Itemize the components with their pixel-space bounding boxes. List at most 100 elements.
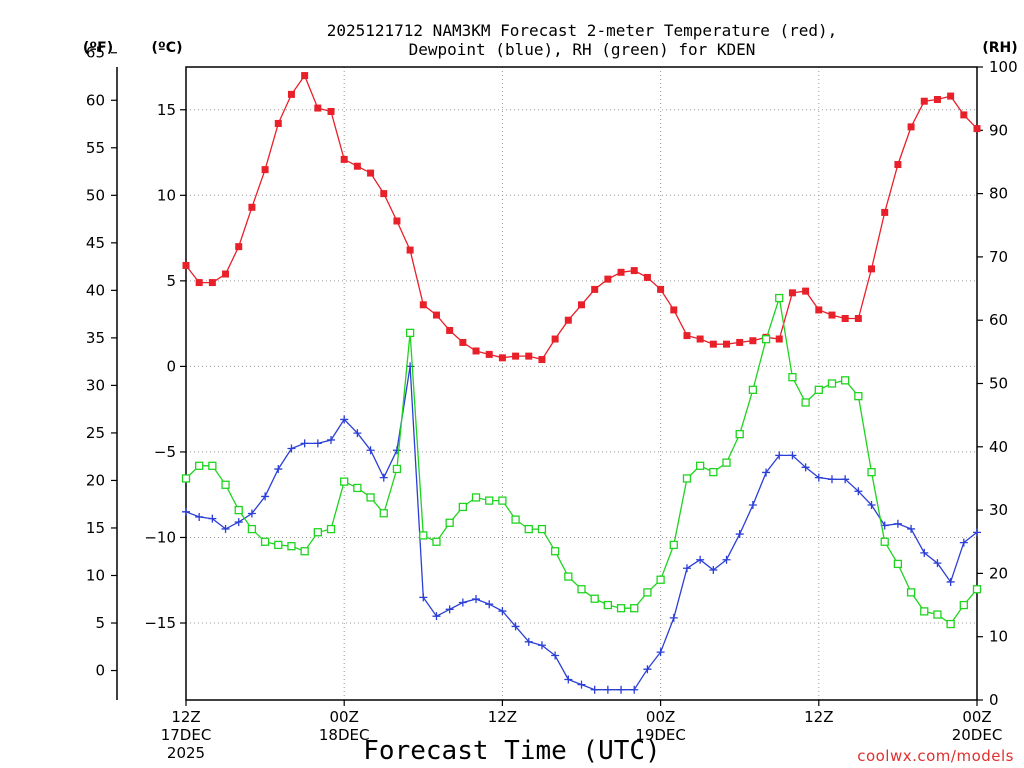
rh-point: [340, 477, 349, 486]
temperature-point: [446, 326, 454, 334]
temperature-point: [419, 301, 427, 309]
plot-frame: [185, 66, 978, 701]
dewpoint-point: [234, 518, 243, 527]
dewpoint-point: [419, 593, 428, 602]
temperature-point: [472, 347, 480, 355]
credit-link[interactable]: coolwx.com/models: [857, 747, 1014, 765]
rh-point: [761, 335, 771, 344]
dewpoint-point: [208, 514, 217, 523]
temperature-point: [287, 90, 295, 98]
dewpoint-point: [300, 439, 309, 448]
rh-tick-label: 100: [989, 58, 1018, 76]
dewpoint-point: [340, 415, 349, 424]
temperature-point: [525, 352, 533, 360]
temperature-point: [881, 208, 889, 216]
rh-point: [577, 585, 586, 594]
dewpoint-point: [247, 509, 256, 518]
dewpoint-point: [617, 685, 626, 694]
temperature-point: [617, 268, 625, 276]
temperature-point: [683, 332, 691, 340]
dewpoint-point: [920, 548, 929, 557]
rh-point: [920, 607, 929, 616]
rh-point: [854, 392, 863, 401]
dewpoint-point: [854, 487, 863, 496]
temperature-point: [406, 246, 414, 254]
dewpoint-point: [366, 446, 375, 455]
temperature-point: [815, 306, 823, 314]
fahrenheit-tick-label: 60: [86, 91, 105, 109]
dewpoint-point: [973, 528, 981, 537]
rh-point: [656, 575, 665, 584]
dewpoint-point: [392, 446, 401, 455]
rh-point: [445, 518, 454, 527]
rh-point: [195, 461, 204, 470]
temperature-point: [578, 301, 585, 309]
dewpoint-point: [946, 577, 955, 586]
x-axis-label: Forecast Time (UTC): [363, 736, 660, 766]
rh-point: [814, 385, 823, 394]
rh-point: [498, 496, 507, 505]
rh-tick-label: 30: [989, 501, 1008, 519]
dewpoint-point: [472, 595, 481, 604]
rh-point: [801, 398, 810, 407]
temperature-point: [841, 314, 849, 322]
rh-point: [722, 458, 731, 467]
rh-point: [550, 547, 560, 556]
x-tick-label-time: 12Z: [171, 708, 200, 726]
rh-tick-label: 90: [989, 121, 1008, 139]
celsius-tick-label: 15: [157, 101, 176, 119]
temperature-point: [551, 335, 559, 343]
rh-tick-label: 10: [989, 628, 1008, 646]
rh-point: [392, 464, 402, 474]
dewpoint-point: [841, 475, 850, 484]
temperature-point: [894, 161, 902, 169]
dewpoint-point: [735, 530, 744, 539]
dewpoint-point: [564, 675, 573, 684]
rh-point: [287, 542, 296, 551]
rh-point: [471, 493, 481, 502]
dewpoint-point: [643, 665, 652, 674]
temperature-point: [380, 190, 388, 198]
temperature-point: [670, 306, 678, 314]
rh-point: [748, 385, 758, 394]
temperature-point: [591, 285, 599, 293]
dewpoint-point: [775, 451, 784, 460]
fahrenheit-tick-label: 20: [86, 471, 105, 489]
rh-point: [696, 461, 705, 470]
dewpoint-point: [959, 538, 968, 547]
rh-point: [682, 474, 692, 483]
fahrenheit-tick-label: 25: [86, 424, 105, 442]
x-tick-label-date: 20DEC: [952, 726, 1003, 744]
rh-point: [893, 559, 903, 569]
temperature-point: [538, 356, 546, 364]
dewpoint-point: [313, 439, 322, 448]
temperature-point: [340, 155, 348, 163]
dewpoint-point: [498, 607, 507, 616]
rh-point: [181, 474, 191, 483]
temperature-point: [960, 111, 968, 119]
rh-point: [709, 467, 718, 477]
rh-point: [827, 379, 837, 388]
celsius-unit-label: (ºC): [152, 40, 183, 56]
dewpoint-series-line: [185, 366, 978, 691]
rh-point: [841, 376, 850, 385]
temperature-point: [367, 169, 375, 177]
x-tick-label-time: 00Z: [962, 708, 991, 726]
fahrenheit-tick-label: 50: [86, 186, 105, 204]
temperature-point: [696, 335, 704, 343]
temperature-point: [643, 273, 651, 281]
rh-point: [972, 585, 982, 594]
temperature-point: [868, 265, 876, 273]
rh-tick-label: 60: [989, 311, 1008, 329]
temperature-point: [248, 203, 256, 211]
dewpoint-point: [827, 475, 836, 484]
temperature-point: [749, 337, 757, 345]
temperature-point: [261, 166, 269, 174]
rh-point: [247, 524, 257, 534]
temperature-point: [709, 340, 717, 348]
rh-point: [208, 461, 217, 470]
fahrenheit-unit-label: (ºF): [83, 40, 113, 56]
rh-point: [405, 328, 415, 338]
rh-point: [603, 600, 613, 610]
